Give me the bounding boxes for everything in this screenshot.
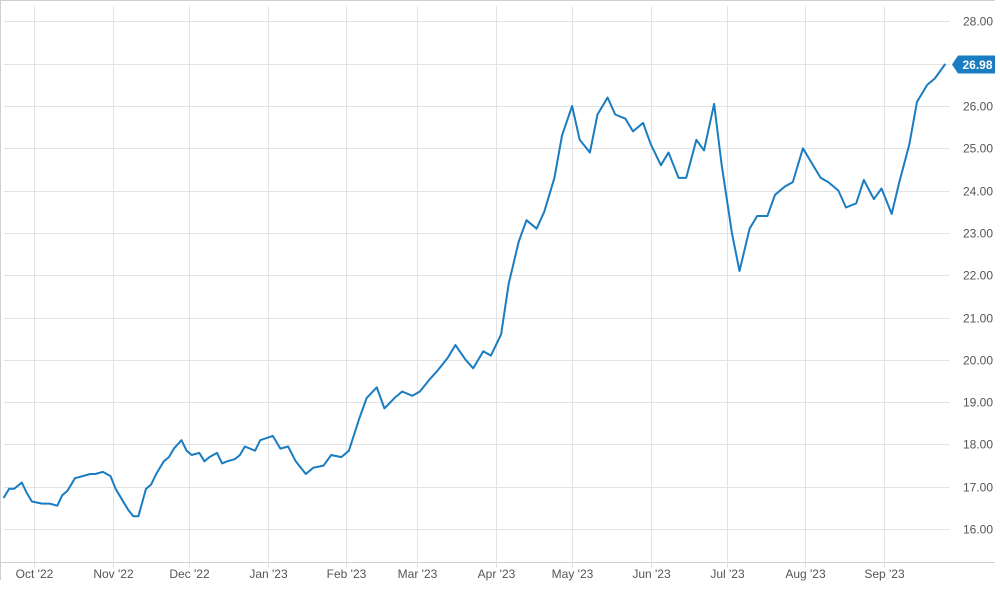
y-gridlines <box>4 21 950 530</box>
last-value-label: 26.98 <box>962 58 992 72</box>
y-tick-label: 20.00 <box>963 354 993 368</box>
x-tick-label: Nov '22 <box>93 567 134 581</box>
x-axis-ticks: Oct '22 Nov '22 Dec '22 Jan '23 Feb '23 Mar '… <box>16 567 905 581</box>
price-line <box>3 63 946 518</box>
y-tick-label: 28.00 <box>963 15 993 29</box>
y-tick-label: 23.00 <box>963 227 993 241</box>
x-tick-label: Sep '23 <box>864 567 905 581</box>
y-tick-label: 16.00 <box>963 523 993 537</box>
x-tick-label: Jul '23 <box>710 567 745 581</box>
price-series <box>3 63 946 518</box>
y-tick-label: 19.00 <box>963 396 993 410</box>
x-gridlines <box>34 6 885 568</box>
x-tick-label: Oct '22 <box>16 567 54 581</box>
last-value-marker: 26.98 <box>952 55 995 74</box>
y-tick-label: 17.00 <box>963 481 993 495</box>
x-tick-label: Dec '22 <box>169 567 210 581</box>
x-tick-label: Mar '23 <box>398 567 438 581</box>
y-tick-label: 18.00 <box>963 438 993 452</box>
y-tick-label: 25.00 <box>963 142 993 156</box>
x-tick-label: May '23 <box>552 567 594 581</box>
y-axis-ticks: 16.00 17.00 18.00 19.00 20.00 21.00 22.00 23.00… <box>963 15 993 537</box>
y-tick-label: 24.00 <box>963 185 993 199</box>
x-tick-label: Aug '23 <box>785 567 826 581</box>
x-tick-label: Apr '23 <box>478 567 516 581</box>
x-tick-label: Jun '23 <box>632 567 671 581</box>
y-tick-label: 26.00 <box>963 100 993 114</box>
last-value-badge <box>952 55 995 74</box>
chart-frame <box>0 0 995 580</box>
y-tick-label: 22.00 <box>963 269 993 283</box>
x-tick-label: Feb '23 <box>327 567 367 581</box>
x-tick-label: Jan '23 <box>249 567 288 581</box>
y-tick-label: 21.00 <box>963 312 993 326</box>
